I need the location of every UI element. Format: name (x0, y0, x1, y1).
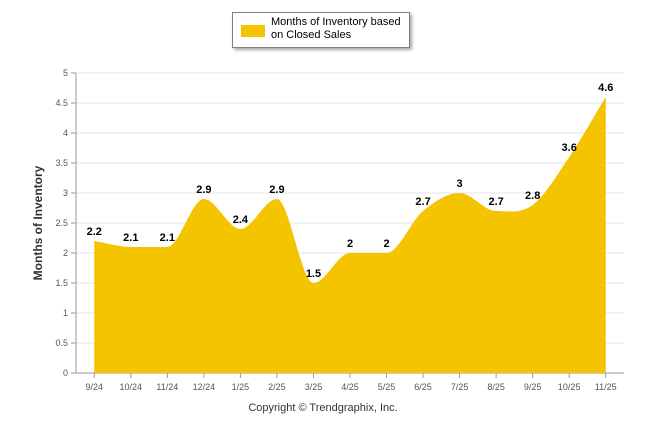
x-tick-label: 3/25 (305, 382, 323, 392)
x-tick-label: 6/25 (414, 382, 432, 392)
data-label: 3.6 (562, 142, 577, 154)
data-label: 4.6 (598, 82, 613, 94)
x-tick-label: 9/25 (524, 382, 542, 392)
area-series (94, 97, 606, 373)
legend: Months of Inventory based on Closed Sale… (232, 12, 410, 48)
data-label: 2.7 (415, 196, 430, 208)
copyright-text: Copyright © Trendgraphix, Inc. (248, 402, 398, 414)
y-tick-label: 3.5 (55, 158, 68, 168)
y-tick-label: 1.5 (55, 278, 68, 288)
y-tick-label: 4 (63, 128, 68, 138)
y-tick-label: 2 (63, 248, 68, 258)
x-tick-label: 8/25 (487, 382, 505, 392)
x-tick-label: 1/25 (232, 382, 250, 392)
y-axis-title: Months of Inventory (31, 165, 45, 280)
y-tick-label: 5 (63, 68, 68, 78)
data-label: 2.9 (269, 184, 284, 196)
data-label: 2 (347, 238, 353, 250)
x-tick-label: 4/25 (341, 382, 359, 392)
x-tick-label: 12/24 (193, 382, 216, 392)
y-tick-label: 2.5 (55, 218, 68, 228)
data-label: 2 (383, 238, 389, 250)
data-label: 2.1 (160, 232, 175, 244)
data-label: 2.9 (196, 184, 211, 196)
data-label: 2.7 (488, 196, 503, 208)
y-tick-label: 0 (63, 368, 68, 378)
x-tick-label: 11/24 (156, 382, 178, 392)
x-tick-label: 2/25 (268, 382, 286, 392)
y-tick-label: 0.5 (55, 338, 68, 348)
x-tick-label: 11/25 (595, 382, 617, 392)
y-tick-label: 3 (63, 188, 68, 198)
data-label: 3 (457, 178, 463, 190)
data-label: 2.1 (123, 232, 138, 244)
data-label: 1.5 (306, 268, 321, 280)
data-label: 2.2 (87, 226, 102, 238)
y-tick-label: 1 (63, 308, 68, 318)
x-tick-label: 7/25 (451, 382, 469, 392)
x-tick-label: 10/25 (558, 382, 581, 392)
legend-swatch (241, 25, 265, 37)
x-tick-label: 10/24 (120, 382, 143, 392)
y-tick-label: 4.5 (55, 98, 68, 108)
data-label: 2.4 (233, 214, 249, 226)
data-label: 2.8 (525, 190, 540, 202)
x-tick-label: 5/25 (378, 382, 396, 392)
x-tick-label: 9/24 (86, 382, 104, 392)
legend-label: Months of Inventory based on Closed Sale… (271, 16, 401, 41)
